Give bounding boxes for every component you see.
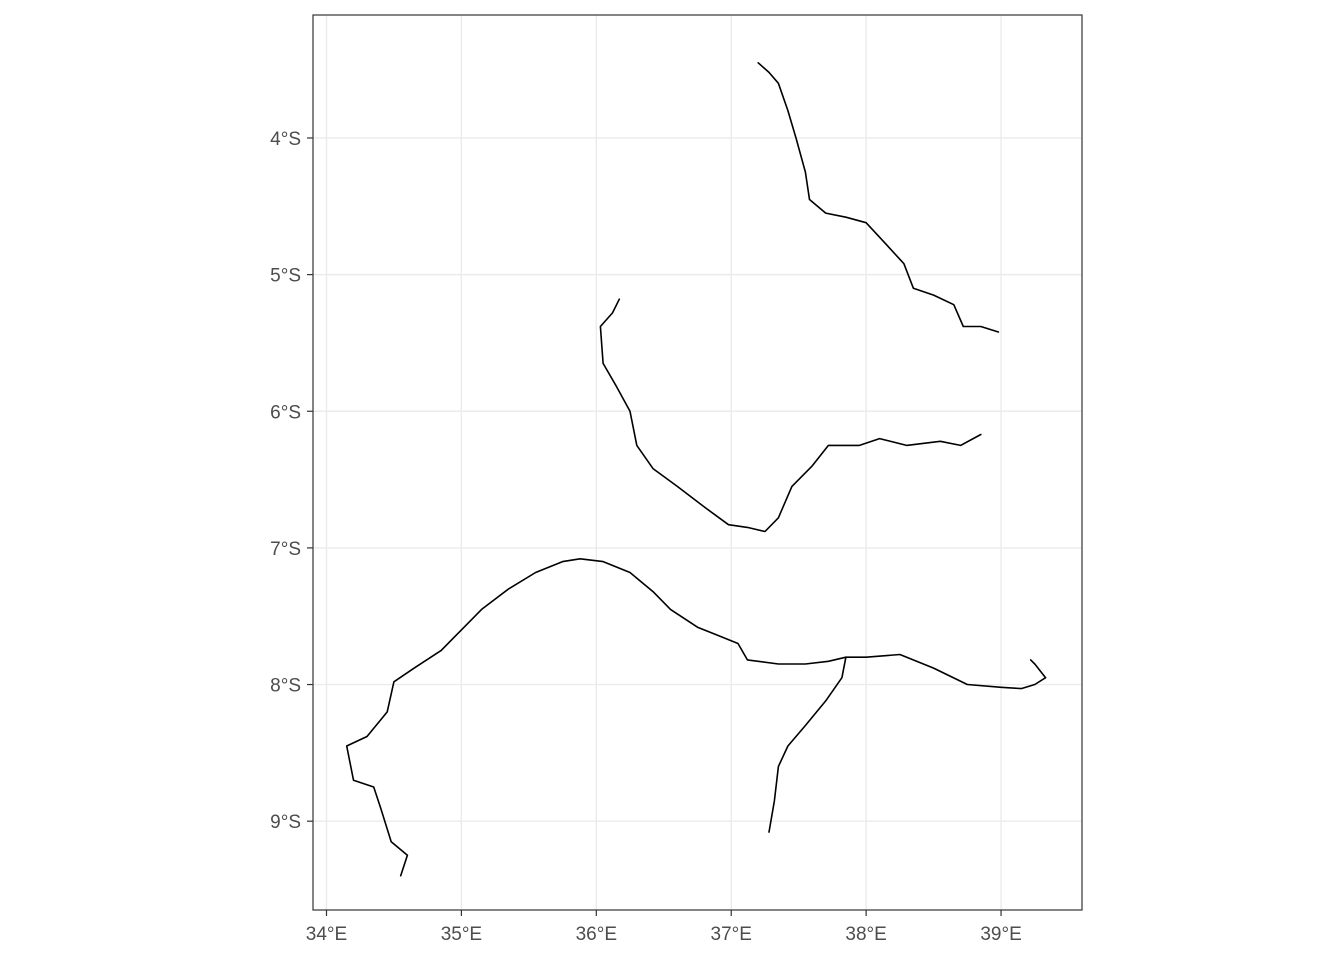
y-tick-label: 4°S — [270, 129, 301, 150]
river-1 — [757, 62, 1000, 333]
y-tick-label: 6°S — [270, 402, 301, 423]
graticule-grid — [313, 15, 1082, 910]
x-tick-label: 36°E — [576, 924, 617, 945]
x-axis: 34°E 35°E 36°E 37°E 38°E 39°E — [306, 910, 1022, 945]
y-tick-label: 8°S — [270, 676, 301, 697]
river-2 — [599, 298, 982, 533]
x-tick-label: 39°E — [980, 924, 1021, 945]
x-tick-label: 37°E — [711, 924, 752, 945]
river-3 — [345, 558, 1047, 877]
x-tick-label: 35°E — [441, 924, 482, 945]
y-axis: 4°S 5°S 6°S 7°S 8°S 9°S — [270, 129, 313, 833]
y-tick-label: 9°S — [270, 812, 301, 833]
map-panel-border — [312, 14, 1083, 911]
x-tick-label: 34°E — [306, 924, 347, 945]
river-lines — [345, 62, 1047, 877]
x-tick-label: 38°E — [845, 924, 886, 945]
panel-background — [313, 15, 1082, 910]
y-tick-label: 7°S — [270, 539, 301, 560]
river-4 — [768, 656, 847, 833]
y-tick-label: 5°S — [270, 266, 301, 287]
